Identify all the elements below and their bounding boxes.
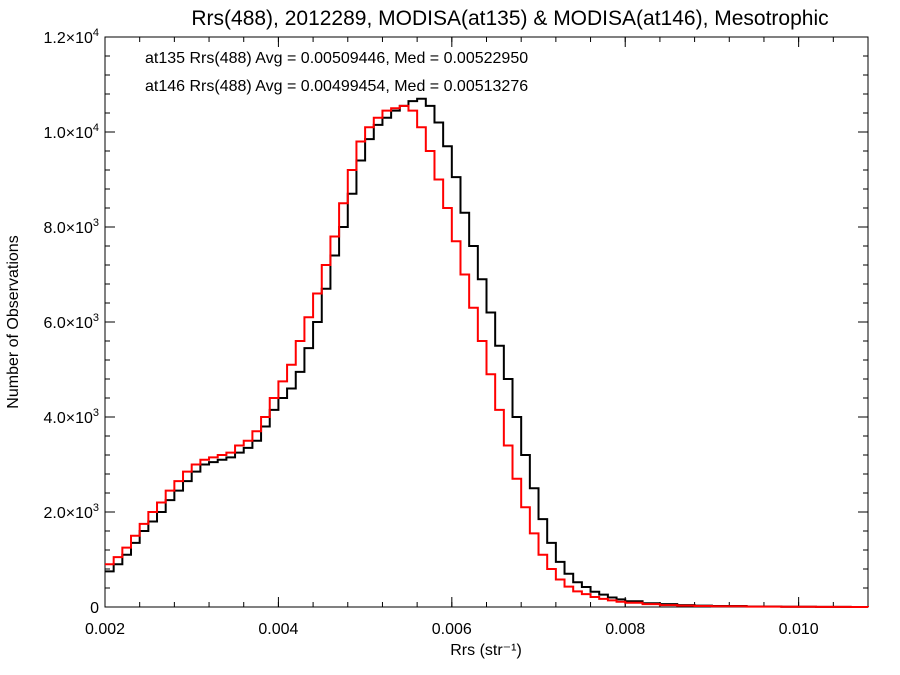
y-tick-mantissa: 0 <box>90 600 99 617</box>
series-line-at146 <box>105 104 869 608</box>
y-tick-label: 8.0×103 <box>43 217 99 237</box>
y-tick-exponent: 4 <box>93 27 99 39</box>
y-tick-mantissa: 1.0×10 <box>43 125 92 142</box>
y-tick-exponent: 3 <box>93 502 99 514</box>
y-tick-exponent: 3 <box>93 217 99 229</box>
x-axis-label: Rrs (str⁻¹) <box>450 642 522 659</box>
y-tick-label: 1.0×104 <box>43 122 99 142</box>
annotation-at135: at135 Rrs(488) Avg = 0.00509446, Med = 0… <box>145 50 528 67</box>
y-tick-label: 4.0×103 <box>43 407 99 427</box>
series-line-at135 <box>105 97 869 608</box>
y-tick-exponent: 3 <box>93 407 99 419</box>
y-tick-mantissa: 1.2×10 <box>43 30 92 47</box>
x-tick-label: 0.004 <box>258 621 298 638</box>
x-tick-label: 0.010 <box>779 621 819 638</box>
y-tick-label: 6.0×103 <box>43 312 99 332</box>
x-tick-label: 0.008 <box>605 621 645 638</box>
y-tick-mantissa: 2.0×10 <box>43 505 92 522</box>
annotation-at146: at146 Rrs(488) Avg = 0.00499454, Med = 0… <box>145 78 528 95</box>
y-tick-mantissa: 6.0×10 <box>43 315 92 332</box>
y-tick-labels: 02.0×1034.0×1036.0×1038.0×1031.0×1041.2×… <box>43 27 99 617</box>
y-tick-label: 0 <box>90 600 99 617</box>
y-tick-label: 1.2×104 <box>43 27 99 47</box>
y-tick-exponent: 3 <box>93 312 99 324</box>
y-tick-mantissa: 8.0×10 <box>43 220 92 237</box>
chart-title: Rrs(488), 2012289, MODISA(at135) & MODIS… <box>191 7 828 30</box>
x-tick-label: 0.002 <box>85 621 125 638</box>
x-tick-labels: 0.002 0.004 0.006 0.008 0.010 <box>85 621 819 638</box>
y-axis-label: Number of Observations <box>5 235 22 408</box>
series-group <box>105 97 869 608</box>
axis-ticks <box>104 36 869 608</box>
plot-frame <box>104 36 869 608</box>
y-tick-label: 2.0×103 <box>43 502 99 522</box>
x-tick-label: 0.006 <box>432 621 472 638</box>
y-tick-exponent: 4 <box>93 122 99 134</box>
y-tick-mantissa: 4.0×10 <box>43 410 92 427</box>
